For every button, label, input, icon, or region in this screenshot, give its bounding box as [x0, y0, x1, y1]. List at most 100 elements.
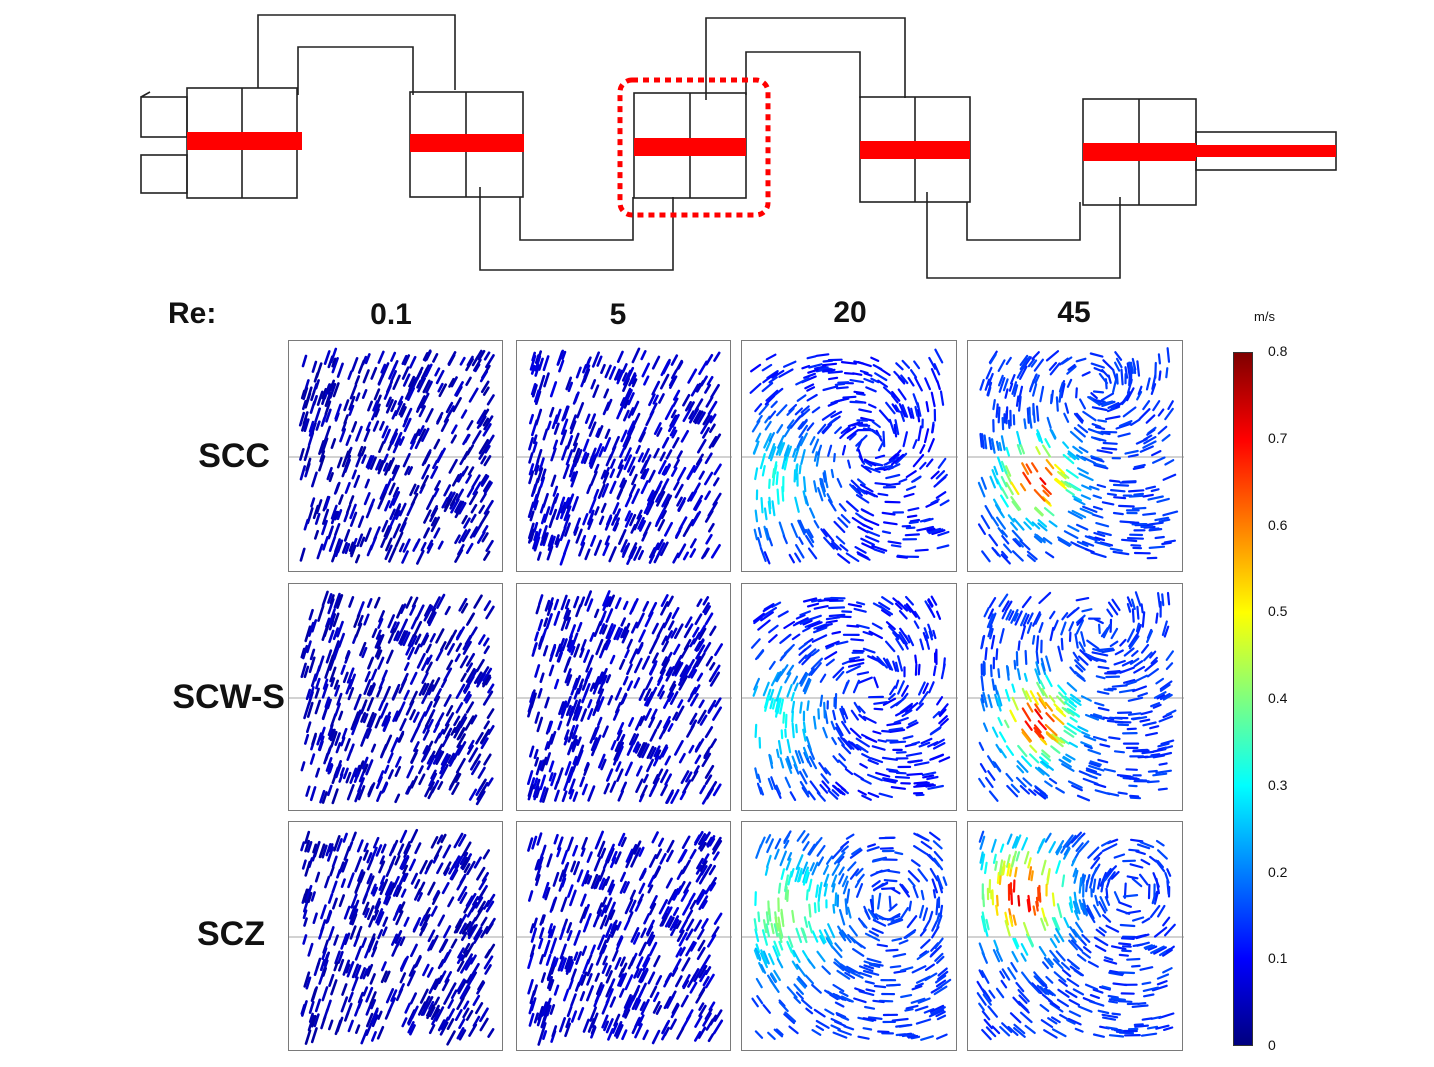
velocity-arrow [1029, 744, 1038, 753]
velocity-arrow [783, 455, 789, 471]
velocity-arrow [848, 924, 858, 937]
velocity-arrow [772, 698, 777, 710]
velocity-arrow [657, 519, 666, 532]
velocity-arrow [390, 621, 397, 634]
velocity-arrow [1070, 857, 1077, 867]
velocity-arrow [1068, 621, 1075, 632]
velocity-arrow [680, 865, 687, 875]
velocity-arrow [980, 970, 990, 984]
velocity-arrow [888, 692, 896, 701]
velocity-arrow [1011, 381, 1018, 395]
velocity-arrow [1159, 692, 1171, 701]
velocity-arrow [918, 741, 931, 748]
velocity-arrow [1072, 445, 1083, 455]
velocity-arrow [643, 913, 651, 925]
velocity-arrow [664, 404, 675, 421]
velocity-arrow [579, 647, 585, 658]
velocity-arrow [1134, 591, 1142, 607]
velocity-arrow [372, 420, 380, 432]
velocity-arrow [597, 934, 606, 951]
velocity-arrow [542, 428, 549, 441]
velocity-arrow [1022, 777, 1033, 787]
velocity-arrow [648, 554, 655, 564]
velocity-arrow [794, 866, 801, 883]
velocity-arrow [1016, 363, 1027, 379]
velocity-arrow [611, 1022, 619, 1034]
velocity-arrow [908, 520, 919, 525]
velocity-arrow [915, 975, 931, 984]
velocity-arrow [453, 715, 461, 727]
velocity-arrow [427, 881, 436, 896]
velocity-arrow [623, 997, 633, 1013]
velocity-arrow [665, 630, 673, 642]
velocity-arrow [1035, 661, 1041, 676]
velocity-arrow [1072, 495, 1083, 502]
velocity-arrow [794, 749, 802, 765]
velocity-arrow [712, 706, 722, 721]
velocity-arrow [1075, 357, 1087, 363]
velocity-arrow [1165, 945, 1175, 953]
velocity-arrow [619, 477, 626, 488]
velocity-arrow [658, 744, 668, 760]
velocity-arrow [680, 889, 689, 902]
velocity-arrow [555, 538, 561, 548]
velocity-arrow [932, 711, 941, 719]
velocity-arrow [823, 536, 836, 550]
velocity-arrow [573, 951, 579, 961]
velocity-arrow [351, 719, 359, 736]
velocity-arrow [549, 504, 555, 516]
velocity-arrow [422, 745, 429, 755]
velocity-arrow [689, 490, 698, 502]
velocity-arrow [443, 861, 452, 875]
velocity-arrow [1061, 969, 1072, 978]
velocity-arrow [859, 369, 869, 375]
velocity-arrow [875, 771, 891, 778]
velocity-arrow [907, 877, 916, 888]
velocity-arrow [915, 702, 924, 711]
velocity-arrow [465, 701, 475, 714]
velocity-arrow [845, 965, 857, 973]
velocity-arrow [334, 403, 342, 420]
velocity-arrow [622, 600, 629, 611]
velocity-arrow [363, 763, 369, 774]
velocity-arrow [1101, 648, 1115, 654]
velocity-arrow [570, 471, 576, 482]
velocity-arrow [568, 961, 575, 973]
velocity-arrow [529, 354, 537, 371]
velocity-arrow [1077, 424, 1089, 434]
velocity-arrow [430, 905, 438, 917]
velocity-arrow [565, 704, 572, 717]
velocity-arrow [614, 1021, 623, 1037]
velocity-arrow [586, 598, 594, 612]
velocity-arrow [330, 504, 338, 520]
velocity-arrow [866, 530, 881, 537]
velocity-arrow [917, 868, 929, 882]
velocity-arrow [1089, 994, 1100, 999]
velocity-arrow [337, 632, 346, 648]
velocity-arrow [365, 1019, 374, 1036]
velocity-arrow [533, 499, 539, 511]
velocity-arrow [1117, 1000, 1133, 1003]
velocity-arrow [346, 961, 355, 978]
velocity-arrow [1163, 1026, 1174, 1031]
velocity-arrow [536, 832, 543, 846]
velocity-arrow [813, 1008, 826, 1018]
velocity-arrow [427, 929, 436, 943]
velocity-arrow [475, 786, 483, 796]
velocity-arrow [1069, 896, 1074, 909]
velocity-arrow [689, 848, 697, 860]
velocity-arrow [465, 542, 474, 555]
velocity-arrow [866, 773, 884, 782]
velocity-arrow [783, 1013, 796, 1025]
velocity-arrow [1099, 895, 1108, 912]
velocity-arrow [1090, 551, 1107, 558]
velocity-arrow [315, 362, 323, 379]
velocity-arrow [1074, 659, 1086, 671]
velocity-arrow [1109, 547, 1123, 552]
velocity-arrow [853, 701, 862, 713]
velocity-arrow [702, 976, 710, 987]
velocity-arrow [437, 382, 444, 393]
velocity-arrow [377, 770, 385, 783]
velocity-arrow [999, 494, 1009, 508]
velocity-arrow [540, 914, 546, 924]
